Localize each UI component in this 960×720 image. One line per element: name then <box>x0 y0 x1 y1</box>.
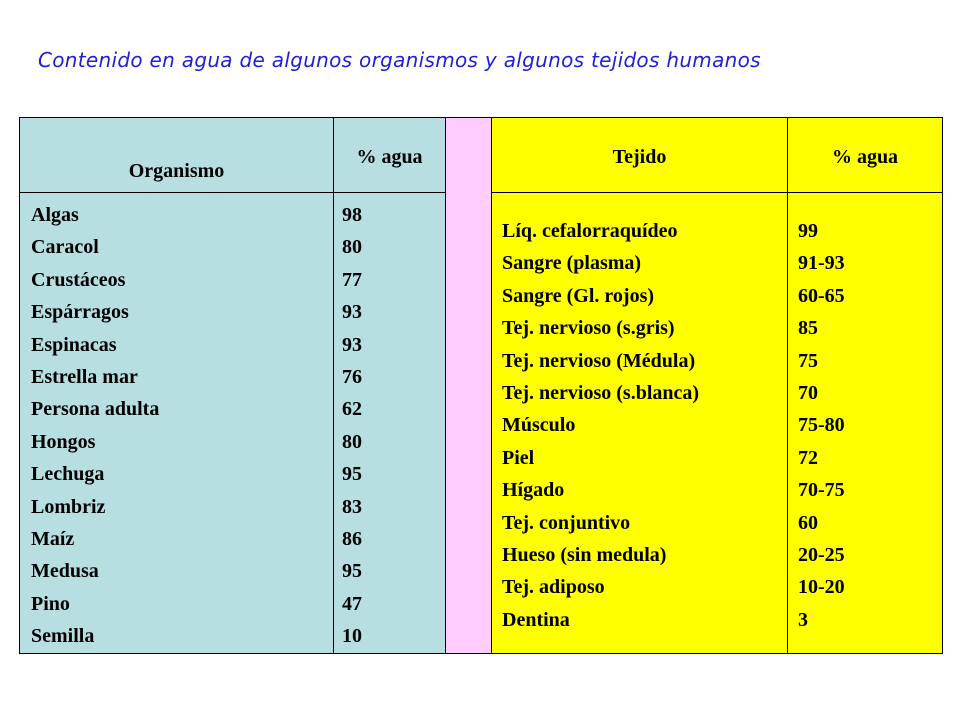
organism-water-value: 95 <box>342 560 362 583</box>
organism-name: Lombriz <box>31 495 106 518</box>
organism-water-value: 47 <box>342 592 362 615</box>
tissue-water-header-cell: % agua <box>787 117 943 193</box>
organism-water-header-cell: % agua <box>333 117 446 193</box>
tissue-water-value: 72 <box>798 446 818 469</box>
organism-name: Persona adulta <box>31 398 160 421</box>
tissue-name: Tej. adiposo <box>502 576 605 599</box>
tissue-water-value: 60 <box>798 511 818 534</box>
tissue-name: Hueso (sin medula) <box>502 544 667 567</box>
tissue-name: Tej. conjuntivo <box>502 511 631 534</box>
organism-name: Caracol <box>31 236 99 259</box>
tissue-water-value: 91-93 <box>798 252 845 275</box>
tissue-name: Hígado <box>502 479 565 502</box>
tissue-name-list: Líq. cefalorraquídeo Sangre (plasma) Sangr… <box>492 193 787 636</box>
organism-water-value: 77 <box>342 268 362 291</box>
tissue-water-header: % agua <box>831 146 899 168</box>
tissue-name: Músculo <box>502 414 576 437</box>
page-title: Contenido en agua de algunos organismos … <box>38 48 761 72</box>
organism-name: Espárragos <box>31 301 129 324</box>
tissue-name: Dentina <box>502 608 570 631</box>
organism-name: Pino <box>31 592 70 615</box>
tissue-water-value: 75 <box>798 349 818 372</box>
tissue-name: Sangre (plasma) <box>502 252 642 275</box>
table-header-row: Organismo % agua Tejido % agua <box>19 117 943 654</box>
tissue-water-value: 99 <box>798 220 818 242</box>
organism-water-value: 62 <box>342 398 362 421</box>
organism-water-value: 95 <box>342 463 362 486</box>
organism-names-cell: Algas Caracol Crustáceos Espárragos Espinaca… <box>19 192 334 654</box>
tissue-header: Tejido <box>612 146 667 168</box>
separator-column <box>445 117 492 654</box>
tissue-water-value: 20-25 <box>798 544 845 567</box>
tissue-water-value: 60-65 <box>798 284 845 307</box>
organism-name: Algas <box>31 204 79 226</box>
organism-header: Organismo <box>128 160 225 182</box>
tissue-water-value: 70-75 <box>798 479 845 502</box>
tissue-name: Tej. nervioso (s.blanca) <box>502 382 700 405</box>
tissue-names-cell: Líq. cefalorraquídeo Sangre (plasma) Sangr… <box>491 192 788 654</box>
tissue-water-value: 85 <box>798 317 818 340</box>
organism-water-value: 93 <box>342 301 362 324</box>
organism-water-value: 10 <box>342 625 362 648</box>
organism-name: Estrella mar <box>31 366 138 389</box>
organism-name: Maíz <box>31 528 75 551</box>
tissue-water-value: 75-80 <box>798 414 845 437</box>
tissue-water-value: 3 <box>798 608 808 631</box>
organism-name: Crustáceos <box>31 268 126 291</box>
organism-water-value: 83 <box>342 495 362 518</box>
organism-water-value: 76 <box>342 366 362 389</box>
tissue-water-value: 70 <box>798 382 818 405</box>
organism-name: Hongos <box>31 430 96 453</box>
organism-water-header: % agua <box>356 146 423 168</box>
tissue-name: Sangre (Gl. rojos) <box>502 284 655 307</box>
organism-water-value: 80 <box>342 236 362 259</box>
tissue-name: Piel <box>502 446 535 469</box>
tissue-name: Líq. cefalorraquídeo <box>502 220 678 242</box>
tissue-value-list: 99 91-93 60-65 85 75 70 75-80 72 70-75 60 20-25 10-… <box>788 193 942 636</box>
organism-name: Semilla <box>31 625 95 648</box>
table-body-row: Algas Caracol Crustáceos Espárragos Espinaca… <box>19 192 943 654</box>
organism-name-list: Algas Caracol Crustáceos Espárragos Espinaca… <box>20 193 333 653</box>
organism-water-value: 86 <box>342 528 362 551</box>
tissue-name: Tej. nervioso (s.gris) <box>502 317 675 340</box>
organism-water-value: 98 <box>342 204 362 226</box>
organism-values-cell: 98 80 77 93 93 76 62 80 95 83 86 95 47 10 <box>333 192 446 654</box>
organism-value-list: 98 80 77 93 93 76 62 80 95 83 86 95 47 10 <box>334 193 445 653</box>
organism-name: Lechuga <box>31 463 105 486</box>
tissue-header-cell: Tejido <box>491 117 788 193</box>
tissue-name: Tej. nervioso (Médula) <box>502 349 696 372</box>
tissue-water-value: 10-20 <box>798 576 845 599</box>
water-content-table: Organismo % agua Tejido % agua Algas Cara… <box>19 117 943 654</box>
organism-name: Espinacas <box>31 333 117 356</box>
organism-header-cell: Organismo <box>19 117 334 193</box>
organism-water-value: 80 <box>342 430 362 453</box>
organism-name: Medusa <box>31 560 99 583</box>
tissue-values-cell: 99 91-93 60-65 85 75 70 75-80 72 70-75 60 20-25 10-… <box>787 192 943 654</box>
organism-water-value: 93 <box>342 333 362 356</box>
